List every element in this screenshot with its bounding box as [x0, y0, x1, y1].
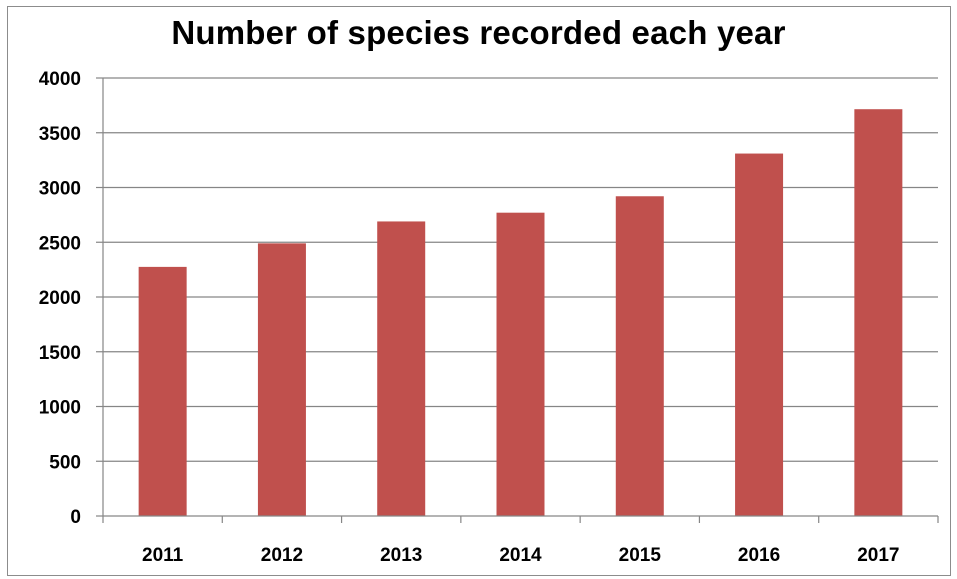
y-tick-label: 2000	[39, 288, 81, 309]
y-tick-label: 500	[49, 452, 81, 473]
bar-2014	[496, 212, 545, 516]
y-tick-label: 3000	[39, 179, 81, 200]
x-tick-labels: 2011 2012 2013 2014 2015 2016 2017	[142, 545, 899, 566]
y-tick-label: 1500	[39, 343, 81, 364]
chart-title: Number of species recorded each year	[171, 14, 786, 51]
y-tick-label: 2500	[39, 233, 81, 254]
bar-2016	[735, 153, 784, 516]
bar-2012	[257, 243, 306, 516]
bar-2013	[377, 221, 426, 516]
y-tick-labels: 0 500 1000 1500 2000 2500 3000 3500 4000	[39, 69, 81, 528]
y-tick-label: 3500	[39, 124, 81, 145]
x-tick-label: 2011	[142, 545, 184, 566]
x-tick-label: 2015	[619, 545, 662, 566]
x-tick-label: 2012	[261, 545, 303, 566]
bar-2017	[854, 109, 903, 517]
y-tick-label: 0	[70, 507, 81, 528]
y-tick-label: 1000	[39, 398, 81, 419]
x-tick-label: 2014	[499, 545, 542, 566]
bar-2015	[615, 196, 664, 516]
axes	[96, 77, 939, 523]
x-tick-label: 2013	[380, 545, 422, 566]
bar-2011	[138, 266, 187, 516]
y-tick-label: 4000	[39, 69, 81, 90]
x-tick-label: 2016	[738, 545, 780, 566]
bars	[138, 109, 903, 517]
x-tick-label: 2017	[857, 545, 899, 566]
